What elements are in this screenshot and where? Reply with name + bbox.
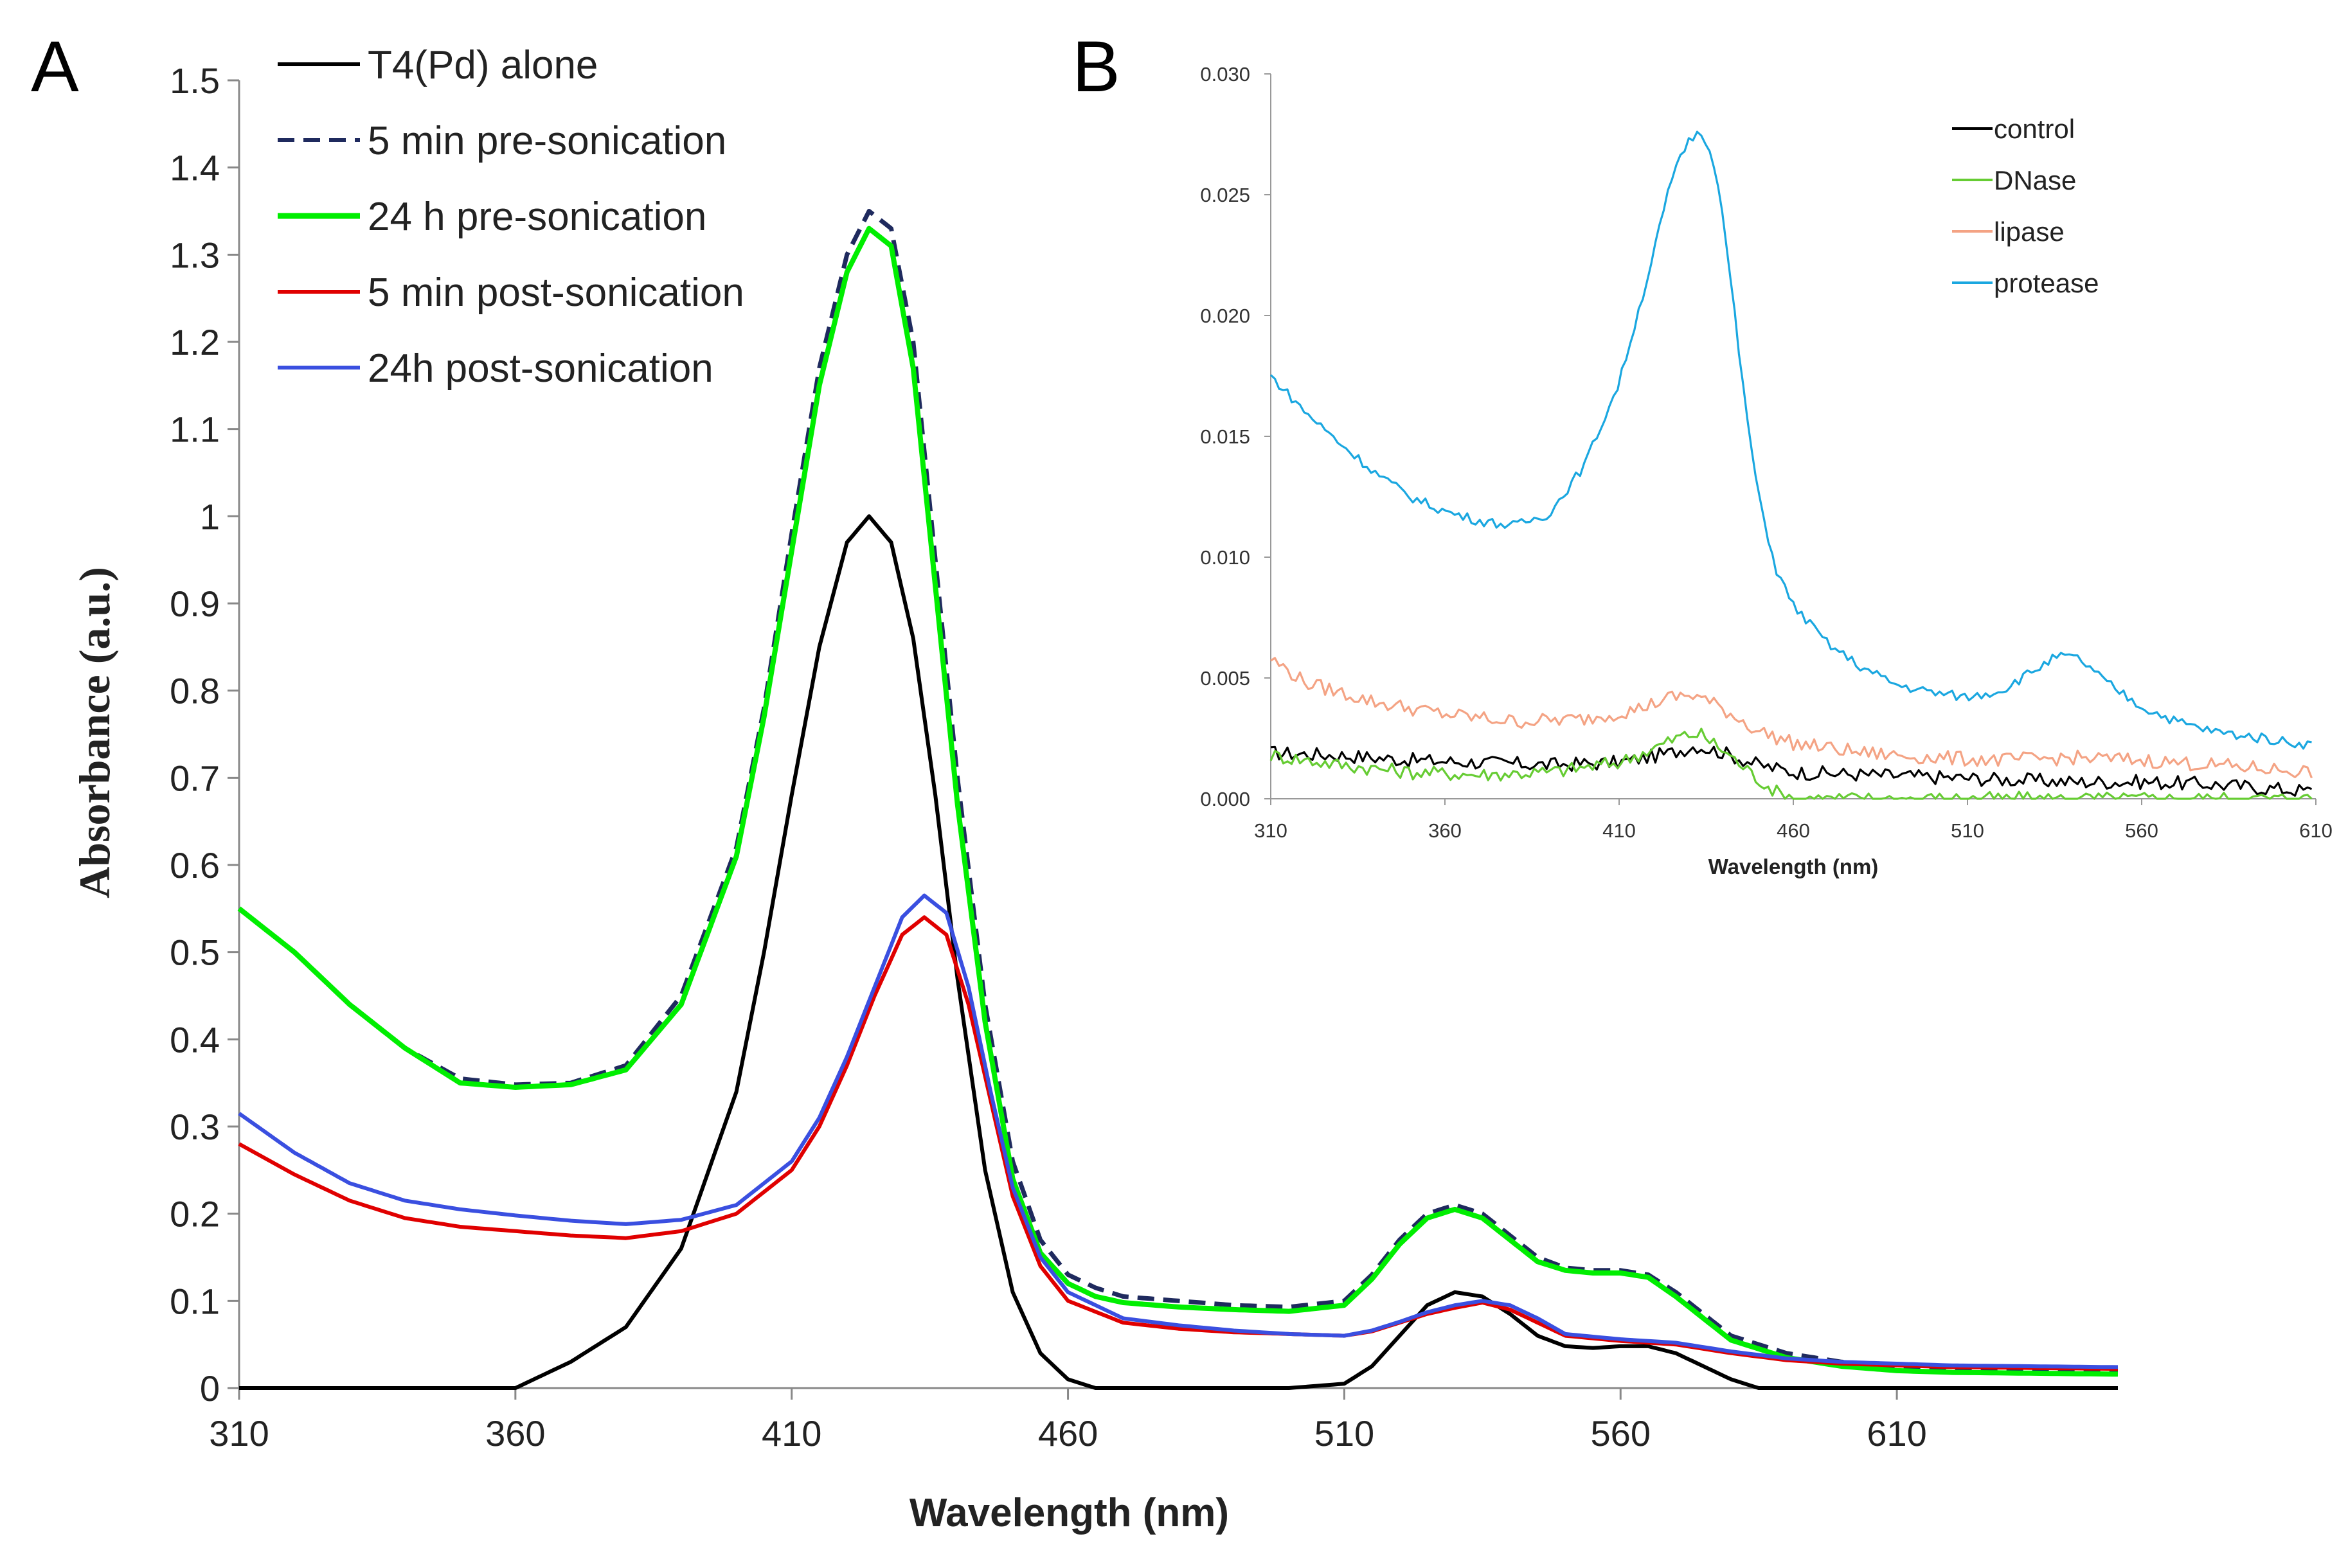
x-tick-label-b: 360 (1428, 819, 1462, 842)
x-axis-label-b: Wavelength (nm) (1708, 855, 1879, 878)
x-tick-label-a: 460 (1038, 1413, 1098, 1454)
x-tick-label-a: 510 (1314, 1413, 1374, 1454)
series-line-a-2 (237, 226, 2119, 1377)
legend-label-a: T4(Pd) alone (368, 43, 598, 87)
series-line-b-3 (1269, 130, 2312, 750)
y-tick-label-a: 0.9 (170, 584, 220, 624)
legend-label-a: 24h post-sonication (368, 346, 713, 391)
series-line-a-0 (239, 514, 2118, 1390)
chart-b: 0.000 0.005 0.010 0.015 0.020 0.025 0.030 310 36… (1200, 63, 2332, 878)
x-tick-label-b: 560 (2125, 819, 2158, 842)
y-tick-label-a: 0.4 (170, 1019, 220, 1060)
y-tick-label-a: 0.2 (170, 1194, 220, 1234)
legend-label-a: 5 min post-sonication (368, 271, 744, 315)
legend-label-b: control (1994, 114, 2075, 144)
y-tick-label-a: 1.4 (170, 148, 220, 188)
y-tick-label-a: 0.8 (170, 671, 220, 711)
x-axis-label-a: Wavelength (nm) (910, 1491, 1229, 1535)
x-tick-label-a: 310 (209, 1413, 269, 1454)
y-tick-label-a: 0 (200, 1368, 220, 1409)
y-tick-label-a: 0.6 (170, 845, 220, 886)
panel-label-b: B (1072, 26, 1120, 107)
x-tick-label-b: 310 (1254, 819, 1287, 842)
y-tick-label-a: 1.2 (170, 322, 220, 362)
y-tick-label-b: 0.030 (1200, 63, 1250, 85)
y-tick-label-a: 0.3 (170, 1107, 220, 1147)
legend-label-b: lipase (1994, 217, 2065, 247)
series-line-a-4 (238, 893, 2119, 1369)
y-tick-label-a: 1 (200, 496, 220, 537)
y-axis-label-a: Absorbance (a.u.) (70, 567, 119, 898)
y-tick-label-a: 1.5 (170, 60, 220, 101)
y-tick-label-b: 0.010 (1200, 546, 1250, 569)
y-tick-label-a: 1.3 (170, 235, 220, 275)
y-tick-label-b: 0.015 (1200, 425, 1250, 448)
x-tick-label-a: 360 (485, 1413, 545, 1454)
x-tick-label-b: 610 (2299, 819, 2333, 842)
legend-label-a: 24 h pre-sonication (368, 195, 706, 239)
y-tick-label-a: 0.7 (170, 758, 220, 798)
x-tick-label-b: 510 (1951, 819, 1984, 842)
y-tick-label-a: 0.5 (170, 932, 220, 973)
series-line-b-2 (1270, 657, 2313, 779)
x-tick-label-b: 460 (1777, 819, 1810, 842)
legend-label-b: protease (1994, 268, 2099, 298)
x-tick-label-a: 410 (762, 1413, 821, 1454)
y-tick-label-a: 1.1 (170, 409, 220, 450)
x-tick-label-a: 610 (1867, 1413, 1926, 1454)
series-line-b-1 (1269, 727, 2313, 800)
legend-label-a: 5 min pre-sonication (368, 119, 726, 163)
x-tick-label-b: 410 (1602, 819, 1636, 842)
y-tick-label-b: 0.000 (1200, 788, 1250, 810)
y-tick-label-b: 0.025 (1200, 184, 1250, 206)
panel-label-a: A (31, 26, 79, 107)
y-tick-label-a: 0.1 (170, 1281, 220, 1321)
legend-label-b: DNase (1994, 165, 2076, 195)
x-tick-label-a: 560 (1591, 1413, 1651, 1454)
chart-a: 0 0.1 0.2 0.3 0.4 0.5 0.6 0.7 0.8 0.9 1 1.1 1.2 1.3 1.… (70, 43, 2119, 1535)
y-tick-label-b: 0.020 (1200, 305, 1250, 327)
y-tick-label-b: 0.005 (1200, 667, 1250, 690)
series-line-b-0 (1270, 745, 2313, 797)
